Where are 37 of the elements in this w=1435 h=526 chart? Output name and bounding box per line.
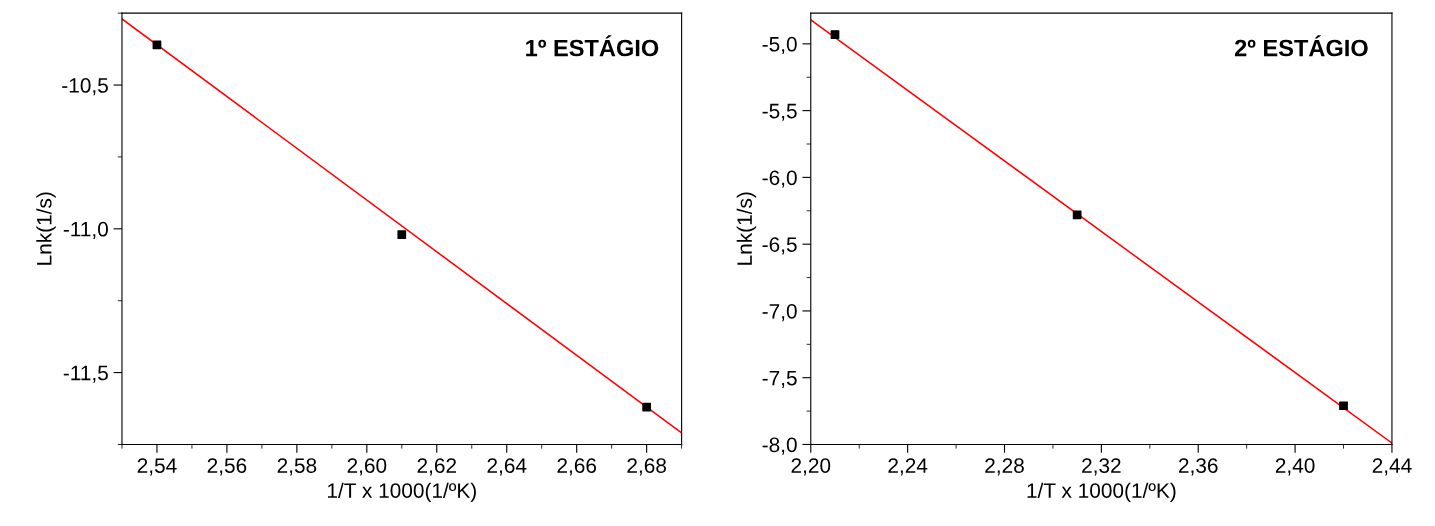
x-axis-title: 1/T x 1000(1/ºK) bbox=[327, 482, 476, 503]
point bbox=[830, 30, 840, 39]
x-tick-label: 2,20 bbox=[791, 458, 831, 476]
point bbox=[397, 230, 407, 239]
x-tick-label: 2,28 bbox=[985, 458, 1024, 476]
x-tick-label: 2,36 bbox=[1179, 458, 1218, 476]
x-tick-label: 2,24 bbox=[888, 458, 928, 476]
point bbox=[152, 40, 162, 50]
y-tick-label: -5,5 bbox=[762, 103, 797, 121]
y-tick-label: -6,0 bbox=[762, 170, 797, 188]
y-tick-label: -7,0 bbox=[762, 303, 797, 322]
x-tick-label: 2,62 bbox=[417, 458, 457, 476]
text: 1º ESTÁGIO bbox=[526, 35, 659, 57]
point bbox=[1339, 401, 1348, 411]
x-tick-label: 2,40 bbox=[1275, 458, 1315, 476]
point bbox=[642, 402, 652, 412]
point bbox=[1072, 210, 1082, 220]
y-tick-label: -6,5 bbox=[762, 237, 797, 255]
x-tick-label: 2,64 bbox=[487, 458, 527, 476]
y-tick-label: -11,5 bbox=[63, 365, 108, 383]
x-tick-label: 2,44 bbox=[1372, 458, 1412, 476]
x-tick-label: 2,32 bbox=[1082, 458, 1121, 476]
y-axis-title: Lnk(1/s) bbox=[736, 192, 757, 265]
y-tick-label: -8,0 bbox=[762, 437, 797, 455]
x-tick-label: 2,56 bbox=[207, 458, 247, 476]
y-axis-title: Lnk(1/s) bbox=[36, 192, 56, 265]
x-tick-label: 2,66 bbox=[557, 458, 597, 476]
y-tick-label: -5,0 bbox=[762, 36, 797, 55]
y-tick-label: -11,0 bbox=[63, 221, 108, 240]
x-tick-label: 2,60 bbox=[347, 458, 387, 476]
x-tick-label: 2,54 bbox=[137, 458, 177, 476]
x-tick-label: 2,58 bbox=[277, 458, 317, 476]
x-axis-title: 1/T x 1000(1/ºK) bbox=[1027, 482, 1176, 503]
text: 2º ESTÁGIO bbox=[1234, 35, 1368, 57]
y-tick-label: -10,5 bbox=[62, 78, 108, 96]
y-tick-label: -7,5 bbox=[762, 370, 797, 388]
x-tick-label: 2,68 bbox=[627, 458, 667, 476]
